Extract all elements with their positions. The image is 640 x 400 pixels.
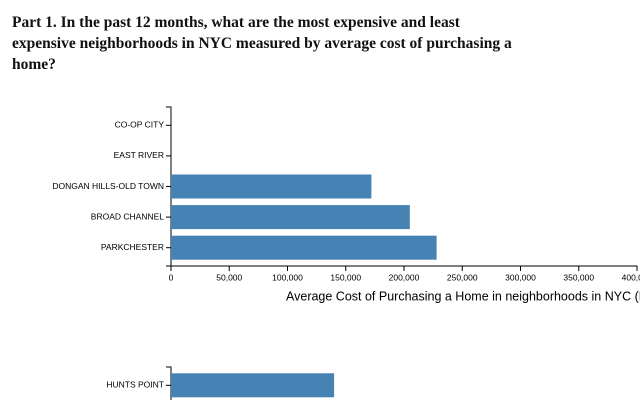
y-tick-label: EAST RIVER: [114, 150, 164, 160]
x-tick-label: 300,000: [505, 272, 536, 282]
x-tick-label: 400,000: [622, 272, 640, 282]
y-tick-label: BROAD CHANNEL: [91, 211, 164, 221]
bar: [171, 174, 372, 199]
heading: Part 1. In the past 12 months, what are …: [12, 14, 512, 73]
x-tick-label: 150,000: [330, 272, 361, 282]
x-tick-label: 350,000: [563, 272, 594, 282]
x-tick-label: 50,000: [216, 272, 242, 282]
y-tick-label: PARKCHESTER: [101, 242, 164, 252]
y-tick-label: DONGAN HILLS-OLD TOWN: [52, 181, 164, 191]
x-axis-label: Average Cost of Purchasing a Home in nei…: [286, 289, 640, 303]
bar: [171, 205, 410, 230]
x-tick-label: 0: [169, 272, 174, 282]
y-tick-label: CO-OP CITY: [115, 120, 165, 130]
x-tick-label: 100,000: [272, 272, 303, 282]
x-tick-label: 250,000: [447, 272, 478, 282]
x-tick-label: 200,000: [389, 272, 420, 282]
y-tick-label: HUNTS POINT: [106, 380, 164, 390]
bar: [171, 373, 335, 398]
y-axis: [166, 366, 172, 400]
bar: [171, 235, 437, 260]
